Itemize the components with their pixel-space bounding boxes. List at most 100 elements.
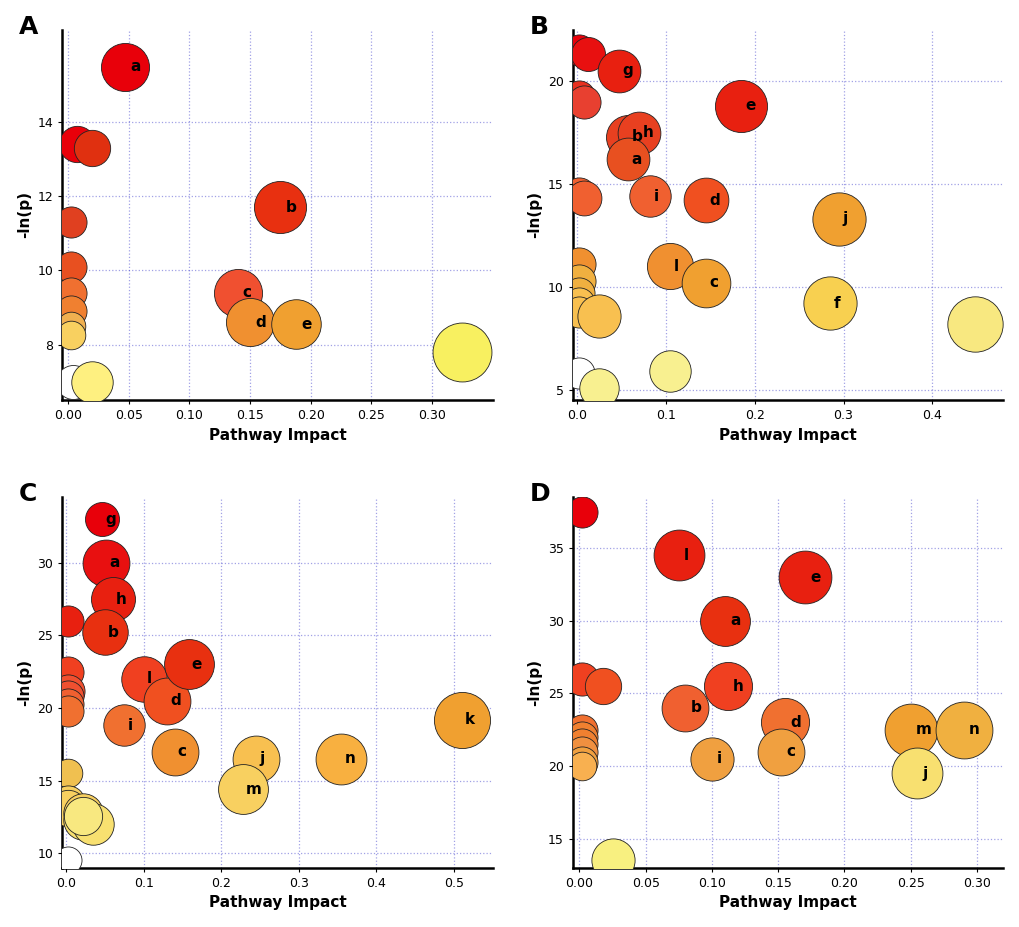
Point bbox=[571, 43, 587, 57]
Point bbox=[830, 211, 847, 226]
Point bbox=[571, 187, 587, 202]
Point bbox=[571, 273, 587, 288]
Point bbox=[661, 364, 678, 379]
Point bbox=[571, 366, 587, 381]
Point bbox=[594, 679, 610, 693]
Point bbox=[59, 665, 75, 679]
Text: g: g bbox=[622, 63, 633, 78]
Text: e: e bbox=[809, 570, 819, 585]
Point bbox=[574, 744, 590, 759]
Point bbox=[669, 548, 686, 563]
Text: b: b bbox=[631, 129, 642, 145]
Text: m: m bbox=[246, 781, 262, 797]
Text: d: d bbox=[709, 193, 719, 208]
Point bbox=[59, 704, 75, 718]
Point bbox=[775, 715, 792, 730]
Point bbox=[574, 504, 590, 519]
Point bbox=[908, 766, 924, 781]
Point bbox=[796, 570, 812, 585]
Point bbox=[59, 853, 75, 868]
Point bbox=[159, 693, 175, 708]
Text: b: b bbox=[690, 701, 701, 716]
Point bbox=[65, 375, 82, 389]
Point bbox=[641, 189, 657, 204]
Text: n: n bbox=[344, 751, 355, 767]
Point bbox=[574, 755, 590, 769]
Point bbox=[62, 286, 78, 300]
Point bbox=[571, 296, 587, 311]
Text: l: l bbox=[147, 671, 152, 686]
Point bbox=[74, 812, 91, 827]
X-axis label: Pathway Impact: Pathway Impact bbox=[208, 895, 345, 910]
Point bbox=[85, 141, 101, 156]
Point bbox=[574, 730, 590, 744]
Point bbox=[733, 98, 749, 113]
Point bbox=[97, 625, 113, 640]
Point bbox=[59, 683, 75, 698]
Point bbox=[571, 286, 587, 300]
Point bbox=[62, 328, 78, 343]
Text: d: d bbox=[790, 715, 800, 730]
Text: j: j bbox=[842, 211, 847, 226]
Point bbox=[591, 380, 607, 395]
Point bbox=[62, 215, 78, 230]
Point bbox=[59, 614, 75, 629]
Point bbox=[166, 744, 182, 759]
Point bbox=[574, 671, 590, 686]
Point bbox=[697, 193, 713, 208]
Point bbox=[574, 758, 590, 773]
Text: B: B bbox=[529, 15, 548, 39]
Point bbox=[661, 259, 678, 273]
Point bbox=[576, 95, 592, 109]
Y-axis label: -ln(p): -ln(p) bbox=[16, 659, 32, 706]
Point bbox=[59, 801, 75, 816]
Point bbox=[453, 712, 470, 727]
Point bbox=[62, 319, 78, 334]
Point bbox=[591, 309, 607, 324]
Point bbox=[59, 795, 75, 810]
Point bbox=[571, 257, 587, 272]
Text: a: a bbox=[109, 555, 119, 570]
Y-axis label: -ln(p): -ln(p) bbox=[16, 191, 32, 238]
Y-axis label: -ln(p): -ln(p) bbox=[527, 191, 542, 238]
Text: l: l bbox=[684, 548, 689, 563]
Point bbox=[677, 701, 693, 716]
Y-axis label: -ln(p): -ln(p) bbox=[527, 659, 542, 706]
Point bbox=[716, 614, 733, 629]
Text: a: a bbox=[129, 59, 141, 74]
Point bbox=[94, 512, 110, 527]
Point bbox=[620, 152, 636, 167]
Point bbox=[631, 125, 647, 140]
Text: D: D bbox=[529, 482, 550, 506]
Text: j: j bbox=[921, 766, 927, 781]
Point bbox=[571, 88, 587, 103]
Text: k: k bbox=[465, 712, 475, 727]
Point bbox=[579, 47, 595, 62]
Text: i: i bbox=[653, 189, 658, 204]
Point bbox=[966, 316, 982, 331]
Point bbox=[116, 718, 132, 733]
Point bbox=[104, 591, 120, 606]
Point bbox=[287, 317, 304, 332]
Point bbox=[697, 275, 713, 290]
Text: h: h bbox=[115, 591, 126, 606]
Point bbox=[703, 752, 719, 767]
Point bbox=[59, 689, 75, 704]
Text: c: c bbox=[709, 275, 717, 290]
Point bbox=[85, 817, 101, 832]
Text: n: n bbox=[968, 722, 979, 737]
Text: h: h bbox=[733, 679, 743, 693]
Point bbox=[333, 752, 350, 767]
Point bbox=[821, 296, 838, 311]
Text: b: b bbox=[108, 625, 118, 640]
Text: e: e bbox=[301, 317, 311, 332]
Point bbox=[117, 59, 133, 74]
Point bbox=[248, 752, 264, 767]
Point bbox=[571, 304, 587, 319]
Point bbox=[234, 781, 251, 796]
Text: e: e bbox=[192, 657, 202, 672]
X-axis label: Pathway Impact: Pathway Impact bbox=[208, 427, 345, 443]
Text: c: c bbox=[177, 744, 186, 759]
Text: l: l bbox=[674, 259, 679, 273]
Point bbox=[229, 286, 246, 300]
